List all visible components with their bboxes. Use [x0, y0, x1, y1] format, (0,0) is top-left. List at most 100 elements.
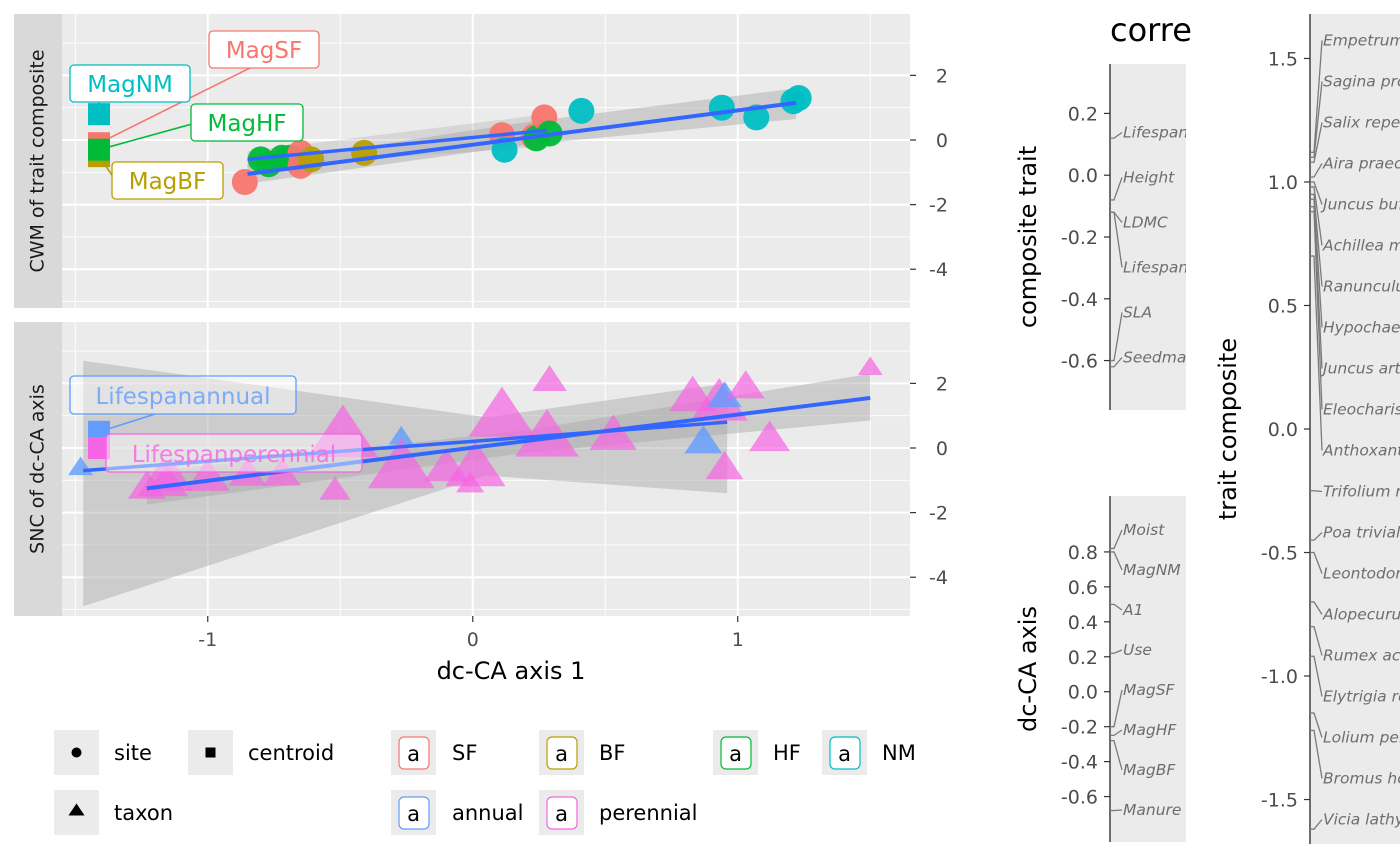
legend-label: SF [452, 741, 477, 765]
label-leader [1310, 551, 1323, 574]
label-background [1110, 64, 1186, 410]
taxon-point [532, 365, 567, 391]
species-label: Bromus hordeaceus [1323, 770, 1400, 788]
y-tick-label: -0.4 [1061, 752, 1098, 774]
species-label: Vicia lathyroides [1323, 811, 1400, 829]
legend-label-key [829, 736, 861, 770]
legend-label: site [114, 741, 152, 765]
label-leader [1310, 81, 1323, 158]
y-tick-label: 2 [936, 65, 948, 87]
label-leader [1310, 601, 1323, 615]
legend-key-glyph: a [729, 742, 742, 766]
y-axis-title: composite trait [1014, 146, 1042, 328]
label-leader [1110, 729, 1123, 737]
legend-label: HF [773, 741, 801, 765]
taxon-point [468, 386, 536, 437]
taxon-point [319, 476, 351, 500]
species-label: Salix repens [1323, 114, 1400, 132]
x-tick-label: -1 [198, 629, 217, 651]
y-tick-label: -4 [929, 259, 948, 281]
label-leader [1310, 206, 1323, 369]
point-label: MagBF [129, 169, 207, 195]
y-tick-label: 0.0 [1068, 682, 1098, 704]
species-label: Lolium perenne [1323, 729, 1400, 747]
env-label: Manure [1123, 801, 1181, 819]
label-leader [1310, 532, 1323, 541]
label-leader [1310, 255, 1323, 451]
y-tick-label: 0 [936, 130, 948, 152]
strip-background [14, 14, 62, 308]
label-leader [1110, 603, 1123, 611]
legend-label: perennial [599, 801, 698, 825]
legend-label-key [398, 796, 430, 830]
label-leader [1110, 357, 1123, 368]
species-label: Alopecurus geniculatus [1322, 606, 1400, 624]
legend: site centroid taxon a SF a BF a HF a NM a annual a per… [54, 730, 916, 835]
env-label: MagBF [1123, 761, 1176, 779]
y-tick-label: -0.5 [1261, 543, 1298, 565]
point-label: MagHF [207, 111, 286, 137]
legend-key-glyph: a [555, 742, 568, 766]
trait-label: Lifespanperennial [1123, 124, 1262, 142]
legend-label: annual [452, 801, 524, 825]
centroid-square [88, 138, 110, 161]
label-leader [1310, 163, 1323, 178]
x-tick-label: 0 [467, 629, 479, 651]
env-label: MagNM [1123, 561, 1181, 579]
strip-background [14, 322, 62, 616]
label-background [1110, 496, 1186, 842]
label-leader [1110, 131, 1123, 139]
y-tick-label: -0.2 [1061, 227, 1098, 249]
label-leader [1110, 649, 1123, 654]
legend-label-key [720, 736, 752, 770]
env-label: MagHF [1123, 721, 1177, 739]
label-leader [1310, 181, 1323, 205]
y-tick-label: -2 [929, 195, 948, 217]
y-axis-title: trait composite [1214, 338, 1242, 520]
label-leader [1110, 312, 1123, 362]
label-box [208, 30, 320, 69]
species-label: Hypochaeris radicata [1323, 319, 1400, 337]
y-tick-label: 1.5 [1268, 48, 1298, 70]
label-box [69, 64, 191, 103]
label-leader [1110, 177, 1123, 201]
species-label: Trifolium repens [1323, 483, 1400, 501]
taxon-point [684, 425, 723, 454]
y-tick-label: 0.5 [1268, 295, 1298, 317]
taxon-point [388, 425, 414, 445]
point-label: MagSF [226, 38, 302, 64]
species-label: Juncus bufonius [1320, 196, 1400, 214]
y-tick-label: 1.0 [1268, 172, 1298, 194]
y-tick-label: -2 [929, 503, 948, 525]
taxon-point [515, 409, 579, 457]
legend-label: taxon [114, 801, 173, 825]
taxon-point [445, 441, 506, 487]
site-point [708, 94, 735, 121]
x-tick-label: 1 [732, 629, 744, 651]
species-label: Poa trivialis [1323, 524, 1400, 542]
y-tick-label: 0.6 [1068, 577, 1098, 599]
label-leader [1310, 186, 1323, 246]
main-panels: CWM of trait composite 2 0 -2 -4 MagSF MagNM Ma… [14, 14, 948, 685]
env-label: Use [1123, 641, 1152, 659]
x-axis-title: dc-CA axis 1 [437, 657, 586, 685]
species-label: Aira praecox [1322, 155, 1400, 173]
taxon-point [726, 370, 765, 399]
point-label: MagNM [87, 72, 173, 98]
label-leader [1110, 689, 1123, 728]
species-label: Anthoxanthum odoratum [1322, 442, 1400, 460]
point-label: Lifespanperennial [132, 442, 337, 468]
label-leader [1310, 198, 1323, 328]
y-tick-label: 0.0 [1068, 165, 1098, 187]
centroid-square [88, 103, 110, 126]
taxon-point [307, 404, 378, 457]
legend-label-key [398, 736, 430, 770]
trait-label: Height [1123, 169, 1175, 187]
trait-label: SLA [1123, 304, 1152, 322]
taxon-point [367, 438, 435, 489]
site-point [231, 169, 258, 195]
panel-1: CWM of trait composite 2 0 -2 -4 MagSF MagNM Ma… [14, 14, 948, 308]
y-tick-label: 2 [936, 373, 948, 395]
label-leader [1310, 729, 1323, 779]
label-leader [1110, 211, 1123, 268]
